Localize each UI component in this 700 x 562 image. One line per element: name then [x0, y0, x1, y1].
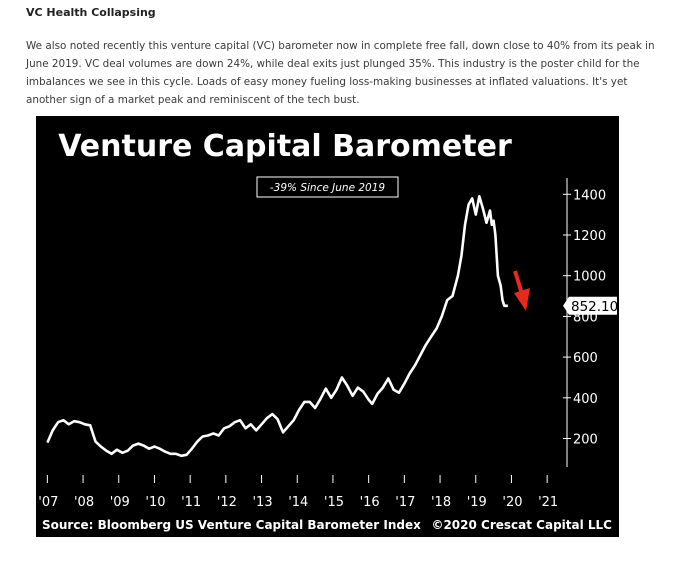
x-tick-label: '14	[288, 495, 308, 510]
down-arrow-shaft	[513, 270, 524, 295]
x-tick-label: '13	[252, 495, 272, 510]
x-tick-label: '21	[538, 495, 558, 510]
x-tick-label: '18	[431, 495, 451, 510]
y-tick-label: 1200	[573, 229, 606, 244]
x-tick-label: '08	[74, 495, 94, 510]
last-value-marker: 852.10	[563, 296, 618, 315]
x-tick-label: '17	[395, 495, 415, 510]
series-line	[46, 195, 508, 458]
credit-label: ©2020 Crescat Capital LLC	[431, 518, 612, 532]
annotation-text: -39% Since June 2019	[270, 182, 386, 194]
x-tick-label: '11	[181, 495, 201, 510]
down-arrow-head	[514, 288, 530, 311]
article-heading: VC Health Collapsing	[26, 6, 156, 19]
x-axis-ticks: '07 '08 '09 '10 '11 '12 '13 '14 '15 '16 '17 '18 '19 '…	[38, 475, 558, 510]
x-tick-label: '10	[145, 495, 165, 510]
y-tick-label: 200	[573, 433, 598, 448]
y-tick-label: 600	[573, 351, 598, 366]
last-value-tag	[563, 296, 617, 315]
x-tick-label: '19	[467, 495, 487, 510]
chart-svg: Venture Capital Barometer -39% Since Jun…	[38, 129, 618, 532]
y-tick-label: 1000	[573, 270, 606, 285]
x-tick-label: '16	[360, 495, 380, 510]
x-tick-label: '20	[502, 495, 522, 510]
source-label: Source: Bloomberg US Venture Capital Bar…	[42, 518, 421, 532]
chart-container: Venture Capital Barometer -39% Since Jun…	[36, 116, 619, 537]
y-tick-label: 400	[573, 392, 598, 407]
last-value-label: 852.10	[571, 299, 618, 315]
x-tick-label: '07	[38, 495, 58, 510]
article-paragraph: We also noted recently this venture capi…	[26, 40, 655, 106]
y-tick-label: 1400	[573, 188, 606, 203]
x-tick-label: '15	[324, 495, 344, 510]
x-tick-label: '09	[110, 495, 130, 510]
annotation-box	[256, 176, 399, 198]
down-arrow	[513, 270, 530, 311]
x-tick-label: '12	[217, 495, 237, 510]
chart-title: Venture Capital Barometer	[58, 129, 512, 164]
